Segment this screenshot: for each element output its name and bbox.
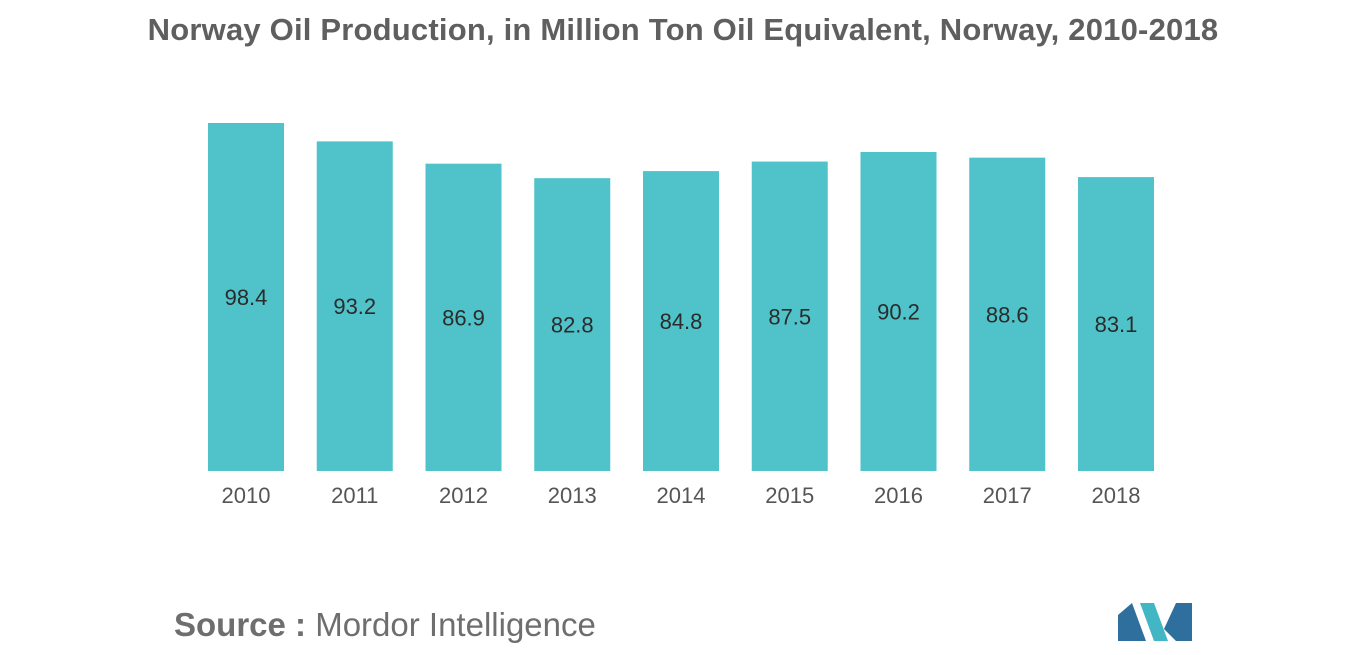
x-tick-label: 2012 bbox=[439, 483, 488, 508]
bar-2013 bbox=[534, 178, 611, 472]
bar-value-label: 86.9 bbox=[442, 305, 485, 330]
bar-chart: 98.4 93.2 86.9 82.8 84.8 87.5 90.2 88.6 83.1 201… bbox=[208, 123, 1154, 508]
bar-value-label: 93.2 bbox=[333, 294, 376, 319]
x-tick-label: 2017 bbox=[983, 483, 1032, 508]
bar-2015 bbox=[751, 161, 828, 472]
value-labels-layer: 98.4 93.2 86.9 82.8 84.8 87.5 90.2 88.6 83.1 bbox=[225, 285, 1138, 338]
mordor-intelligence-logo-icon bbox=[1118, 603, 1192, 641]
x-tick-label: 2014 bbox=[657, 483, 706, 508]
x-tick-label: 2016 bbox=[874, 483, 923, 508]
bar-2012 bbox=[425, 163, 502, 472]
bar-value-label: 84.8 bbox=[660, 309, 703, 334]
source-text: Mordor Intelligence bbox=[315, 606, 596, 643]
logo-shape-right bbox=[1164, 603, 1192, 641]
bar-value-label: 83.1 bbox=[1095, 312, 1138, 337]
bars-layer bbox=[208, 123, 1154, 472]
chart-title: Norway Oil Production, in Million Ton Oi… bbox=[147, 12, 1219, 47]
bar-value-label: 88.6 bbox=[986, 302, 1029, 327]
x-tick-label: 2010 bbox=[222, 483, 271, 508]
x-tick-label: 2018 bbox=[1092, 483, 1141, 508]
logo-shape-middle bbox=[1140, 603, 1168, 641]
logo-shape-left bbox=[1118, 603, 1146, 641]
x-axis-tick-labels: 2010 2011 2012 2013 2014 2015 2016 2017 2018 bbox=[222, 483, 1141, 508]
x-tick-label: 2011 bbox=[331, 483, 378, 508]
bar-2014 bbox=[643, 171, 719, 471]
bar-value-label: 87.5 bbox=[768, 304, 811, 329]
bar-2010 bbox=[208, 123, 284, 471]
source-label: Source : bbox=[174, 606, 307, 643]
bar-value-label: 82.8 bbox=[551, 313, 594, 338]
bar-2017 bbox=[969, 157, 1046, 471]
bar-value-label: 90.2 bbox=[877, 300, 920, 325]
bar-value-label: 98.4 bbox=[225, 285, 268, 310]
bar-2018 bbox=[1078, 177, 1154, 472]
x-tick-label: 2013 bbox=[548, 483, 597, 508]
source-line: Source : Mordor Intelligence bbox=[174, 606, 596, 644]
bar-2016 bbox=[860, 152, 937, 471]
bar-2011 bbox=[316, 141, 393, 471]
x-tick-label: 2015 bbox=[765, 483, 814, 508]
